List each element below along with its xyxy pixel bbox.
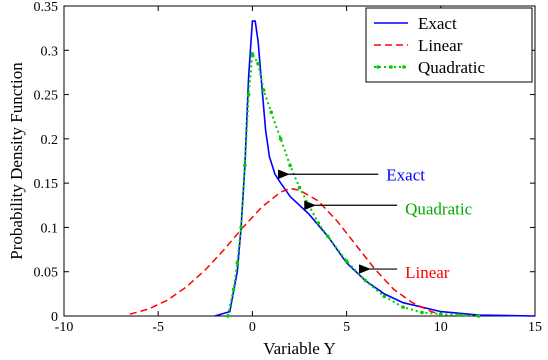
series-point-quadratic [250, 52, 255, 56]
series-point-quadratic [239, 225, 243, 230]
series-point-quadratic [344, 259, 349, 263]
x-tick-label: -10 [55, 320, 74, 335]
x-tick-label: -5 [152, 320, 164, 335]
annotation-label-quadratic: Quadratic [405, 199, 472, 218]
plot-frame [63, 5, 536, 317]
series-point-quadratic [278, 137, 283, 141]
series-line-linear [129, 187, 441, 315]
series-point-quadratic [243, 163, 247, 168]
annotation-label-exact: Exact [386, 165, 425, 184]
y-tick-label: 0.1 [41, 221, 59, 236]
series-point-quadratic [226, 314, 230, 318]
series-point-quadratic [382, 294, 387, 299]
y-tick-label: 0.3 [41, 44, 59, 59]
y-tick-label: 0.2 [41, 133, 59, 148]
series-point-quadratic [246, 92, 251, 97]
series-point-quadratic [420, 310, 424, 315]
series-point-quadratic [401, 305, 405, 309]
y-tick-label: 0.15 [34, 177, 59, 192]
y-tick-label: 0 [51, 310, 58, 325]
series-point-quadratic [235, 261, 240, 265]
series-point-quadratic [457, 313, 462, 317]
legend-marker-quadratic [402, 65, 406, 69]
legend-label-exact: Exact [418, 14, 457, 33]
series-point-quadratic [288, 163, 292, 168]
series-point-quadratic [256, 61, 260, 66]
x-tick-label: 10 [434, 320, 448, 335]
y-axis-label: Probability Density Function [7, 62, 26, 260]
series-point-quadratic [261, 88, 266, 92]
series-point-quadratic [325, 234, 330, 239]
y-tick-label: 0.05 [34, 266, 59, 281]
x-tick-label: 5 [343, 320, 350, 335]
series-point-quadratic [269, 110, 274, 115]
legend-label-quadratic: Quadratic [418, 58, 485, 77]
legend-box [365, 7, 533, 83]
x-axis-label: Variable Y [263, 339, 336, 358]
series-point-quadratic [439, 312, 443, 317]
y-tick-label: 0.35 [34, 0, 59, 15]
series-point-quadratic [363, 278, 368, 283]
legend-label-linear: Linear [418, 36, 463, 55]
series-group [129, 20, 536, 318]
series-point-quadratic [231, 287, 236, 292]
legend: Exact Linear Quadratic [365, 7, 533, 83]
series-point-quadratic [297, 185, 302, 190]
series-point-quadratic [316, 221, 321, 225]
x-tick-label: 0 [249, 320, 256, 335]
legend-marker-quadratic [389, 65, 393, 69]
series-point-quadratic [476, 314, 481, 318]
annotation-label-linear: Linear [405, 263, 450, 282]
series-line-quadratic [226, 50, 479, 317]
y-tick-label: 0.25 [34, 89, 59, 104]
x-tick-label: 15 [528, 320, 542, 335]
legend-marker-quadratic [376, 65, 380, 69]
series-point-quadratic [307, 203, 311, 208]
annotations-group: Exact Quadratic Linear [277, 165, 473, 282]
